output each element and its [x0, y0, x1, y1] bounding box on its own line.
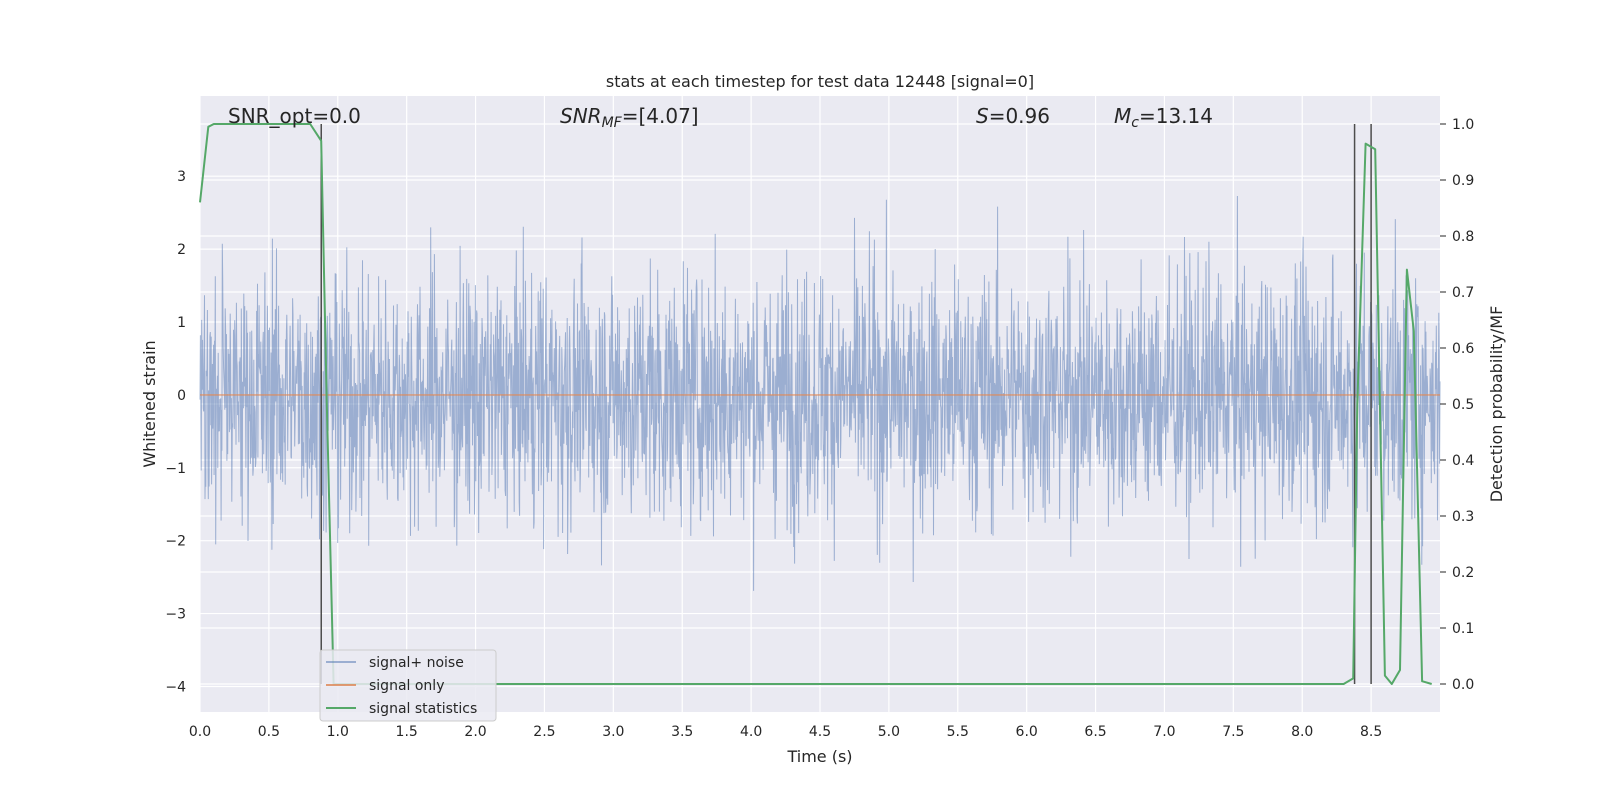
y-tick-label: 2 — [177, 242, 186, 258]
series-signal-statistics — [199, 123, 1432, 685]
x-tick-label: 1.5 — [396, 724, 418, 740]
legend-label-signal-noise: signal+ noise — [369, 655, 464, 671]
y-right-tick-label: 0.5 — [1452, 397, 1474, 413]
y-right-tick-labels: 1.0 0.9 0.8 0.7 0.6 0.5 0.4 0.3 0.2 0.1 0.0 — [1440, 117, 1474, 693]
snr-mf-value: =[4.07] — [622, 104, 699, 128]
y-tick-label: 0 — [177, 388, 186, 404]
annotation-snr-mf: SNRMF=[4.07] — [560, 104, 699, 131]
y-right-tick-label: 0.2 — [1452, 565, 1474, 581]
x-tick-label: 8.0 — [1291, 724, 1313, 740]
y-right-tick-label: 0.4 — [1452, 453, 1474, 469]
x-tick-label: 3.0 — [602, 724, 624, 740]
x-tick-label: 1.0 — [327, 724, 349, 740]
y-tick-label: −4 — [165, 679, 186, 695]
s-value: =0.96 — [989, 104, 1050, 128]
s-main: S — [976, 104, 989, 128]
x-tick-label: 2.0 — [464, 724, 486, 740]
x-tick-label: 7.0 — [1153, 724, 1175, 740]
snr-mf-main: SNR — [560, 104, 602, 128]
x-tick-label: 8.5 — [1360, 724, 1382, 740]
y-tick-label: 3 — [177, 169, 186, 185]
y-right-tick-label: 0.9 — [1452, 173, 1474, 189]
y-tick-label: −1 — [165, 461, 186, 477]
x-tick-label: 4.5 — [809, 724, 831, 740]
signal-noise-line — [199, 195, 1441, 591]
series-signal-noise — [199, 195, 1441, 591]
x-tick-label: 5.0 — [878, 724, 900, 740]
mc-value: =13.14 — [1139, 104, 1213, 128]
annotation-snr-opt: SNR_opt=0.0 — [228, 104, 361, 128]
x-tick-label: 5.5 — [947, 724, 969, 740]
snr-mf-sub: MF — [602, 115, 623, 131]
x-tick-label: 6.0 — [1016, 724, 1038, 740]
x-tick-label: 2.5 — [533, 724, 555, 740]
annotation-s: S=0.96 — [976, 104, 1050, 128]
y-right-tick-label: 0.8 — [1452, 229, 1474, 245]
chart-title: stats at each timestep for test data 124… — [606, 72, 1034, 91]
legend: signal+ noise signal only signal statist… — [319, 649, 497, 722]
x-tick-label: 3.5 — [671, 724, 693, 740]
signal-statistics-line — [199, 123, 1432, 685]
y-tick-label: −3 — [165, 607, 186, 623]
y-right-tick-label: 0.7 — [1452, 285, 1474, 301]
y-tick-label: −2 — [165, 534, 186, 550]
y-right-tick-label: 0.1 — [1452, 621, 1474, 637]
y-tick-label: 1 — [177, 315, 186, 331]
x-tick-label: 0.0 — [189, 724, 211, 740]
mc-main: M — [1114, 104, 1131, 128]
legend-label-signal-statistics: signal statistics — [369, 701, 477, 717]
annotation-mc: Mc=13.14 — [1114, 104, 1213, 131]
y-right-tick-label: 0.3 — [1452, 509, 1474, 525]
x-tick-labels: 0.0 0.5 1.0 1.5 2.0 2.5 3.0 3.5 4.0 4.5 5.0 5.5 6.0 6… — [189, 724, 1382, 740]
y-right-axis-label: Detection probability/MF — [1487, 306, 1506, 503]
y-tick-labels: 3 2 1 0 −1 −2 −3 −4 — [165, 169, 186, 695]
y-axis-label: Whitened strain — [140, 340, 159, 467]
x-tick-label: 6.5 — [1084, 724, 1106, 740]
x-tick-label: 0.5 — [258, 724, 280, 740]
legend-box — [319, 649, 497, 722]
x-axis-label: Time (s) — [786, 747, 852, 766]
y-right-tick-label: 1.0 — [1452, 117, 1474, 133]
y-right-tick-label: 0.6 — [1452, 341, 1474, 357]
x-tick-label: 7.5 — [1222, 724, 1244, 740]
y-right-tick-label: 0.0 — [1452, 677, 1474, 693]
legend-label-signal-only: signal only — [369, 678, 444, 694]
mc-sub: c — [1131, 115, 1139, 131]
x-tick-label: 4.0 — [740, 724, 762, 740]
